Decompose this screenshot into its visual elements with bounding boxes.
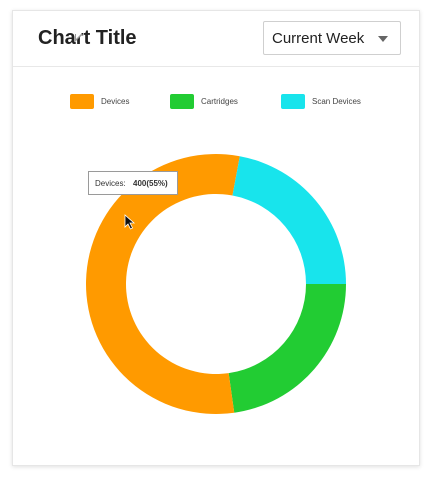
mouse-pointer-icon bbox=[124, 214, 136, 230]
donut-slice-scan-devices[interactable] bbox=[232, 156, 346, 284]
tooltip-label: Devices: bbox=[95, 179, 126, 188]
chart-title: Chart Title bbox=[38, 27, 137, 49]
legend-label-devices: Devices bbox=[101, 97, 130, 106]
legend-label-scan-devices: Scan Devices bbox=[312, 97, 361, 106]
tooltip-tail-inner bbox=[76, 33, 82, 39]
card-header: Chart Title Current Week bbox=[13, 11, 419, 67]
chevron-down-icon bbox=[378, 36, 388, 42]
donut-chart bbox=[85, 154, 346, 414]
legend-swatch-cartridges bbox=[170, 94, 194, 109]
donut-slice-devices[interactable] bbox=[85, 154, 240, 414]
period-select[interactable]: Current Week bbox=[263, 21, 401, 55]
legend-swatch-scan-devices bbox=[281, 94, 305, 109]
legend-swatch-devices bbox=[70, 94, 94, 109]
chart-legend: Devices Cartridges Scan Devices bbox=[13, 94, 419, 110]
legend-label-cartridges: Cartridges bbox=[201, 97, 238, 106]
period-select-value: Current Week bbox=[272, 30, 365, 47]
tooltip-value: 400(55%) bbox=[133, 179, 168, 188]
chart-tooltip: Devices: 400(55%) bbox=[88, 171, 178, 195]
chart-card: Chart Title Current Week Devices Cartrid… bbox=[12, 10, 420, 466]
donut-slice-cartridges[interactable] bbox=[228, 284, 346, 413]
